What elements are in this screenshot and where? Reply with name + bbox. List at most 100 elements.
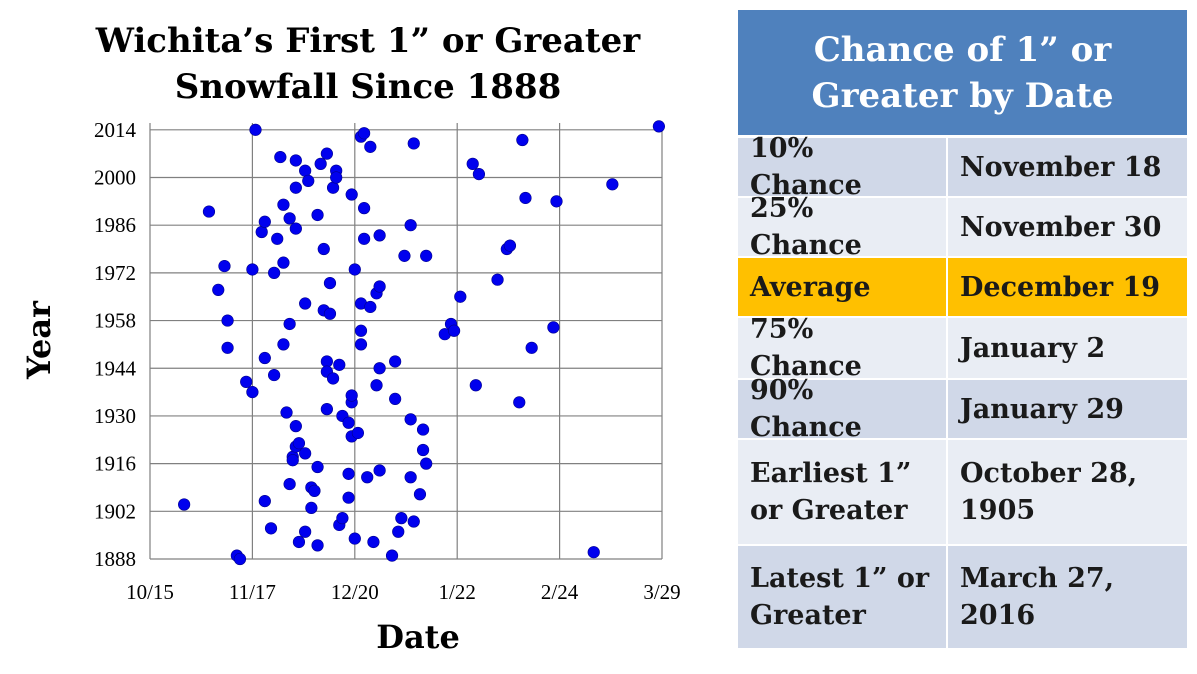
- data-point: [342, 491, 355, 504]
- data-point: [258, 351, 271, 365]
- data-point: [345, 389, 358, 402]
- data-point: [283, 212, 296, 225]
- y-tick-label: 1944: [94, 356, 137, 380]
- data-point: [311, 539, 324, 552]
- x-tick-label: 1/22: [439, 580, 476, 604]
- data-point: [404, 219, 417, 232]
- x-axis-title: Date: [376, 618, 460, 656]
- data-point: [289, 181, 302, 194]
- data-point: [258, 494, 271, 508]
- data-point: [277, 338, 290, 351]
- data-point: [373, 464, 386, 477]
- data-point: [326, 372, 340, 385]
- y-tick-label: 1902: [94, 499, 136, 523]
- data-point: [202, 205, 216, 218]
- data-point: [268, 266, 281, 279]
- data-point: [305, 501, 318, 515]
- data-point: [469, 379, 482, 392]
- data-point: [277, 198, 290, 211]
- data-point: [491, 273, 504, 286]
- data-point: [283, 477, 296, 491]
- y-tick-label: 2000: [94, 166, 136, 190]
- data-point: [308, 484, 321, 497]
- data-point: [373, 362, 386, 375]
- data-point: [519, 191, 532, 205]
- data-point: [221, 341, 234, 354]
- y-axis-title: Year: [20, 300, 58, 380]
- data-point: [447, 324, 461, 337]
- data-point: [395, 512, 408, 525]
- row-label: Average: [738, 258, 948, 316]
- data-point: [516, 133, 529, 147]
- data-point: [416, 423, 430, 436]
- data-point: [317, 242, 330, 256]
- data-point: [258, 215, 271, 228]
- data-point: [274, 150, 287, 164]
- data-point: [361, 471, 374, 484]
- data-point: [271, 232, 284, 245]
- points-layer: [178, 120, 665, 566]
- row-label: 75% Chance: [738, 314, 948, 382]
- data-point: [221, 314, 234, 327]
- data-point: [311, 460, 324, 474]
- data-point: [283, 317, 296, 331]
- data-point: [289, 222, 302, 235]
- data-point: [333, 358, 346, 371]
- y-tick-label: 1972: [94, 261, 136, 285]
- y-tick-label: 1958: [94, 309, 136, 333]
- data-point: [373, 229, 386, 242]
- data-point: [398, 249, 411, 262]
- data-point: [364, 300, 377, 314]
- data-point: [246, 385, 259, 399]
- data-point: [320, 147, 333, 160]
- row-value: January 2: [960, 332, 1106, 364]
- data-point: [354, 338, 368, 351]
- data-point: [358, 127, 371, 140]
- chart-title-line-1: Wichita’s First 1” or Greater: [95, 21, 641, 61]
- data-point: [286, 454, 299, 467]
- data-point: [348, 532, 361, 545]
- data-point: [370, 379, 383, 392]
- y-tick-label: 1888: [94, 547, 136, 571]
- row-value: October 28, 1905: [960, 458, 1138, 526]
- row-value: December 19: [960, 271, 1161, 303]
- row-value: November 18: [960, 151, 1162, 183]
- data-point: [323, 276, 337, 290]
- data-point: [358, 232, 371, 245]
- row-value: January 29: [960, 393, 1124, 425]
- table-header: Chance of 1” or Greater by Date: [738, 10, 1187, 138]
- data-point: [652, 120, 665, 133]
- data-point: [392, 525, 405, 538]
- table-row: 90% Chance January 29: [738, 375, 1187, 443]
- data-point: [240, 375, 253, 388]
- data-point: [606, 178, 619, 191]
- data-point: [587, 546, 600, 559]
- data-point: [212, 283, 225, 297]
- data-point: [385, 549, 399, 562]
- data-point: [330, 171, 343, 184]
- table-row: Latest 1” or Greater March 27, 2016: [738, 546, 1187, 650]
- probability-table: Chance of 1” or Greater by Date 10% Chan…: [738, 10, 1187, 650]
- data-point: [345, 188, 358, 201]
- data-point: [351, 426, 365, 440]
- data-point: [289, 154, 302, 167]
- snowfall-scatter-chart: Wichita’s First 1” or Greater Snowfall S…: [20, 21, 681, 656]
- x-tick-label: 2/24: [541, 580, 579, 604]
- data-point: [466, 157, 479, 170]
- table-row: Earliest 1” or Greater October 28, 1905: [738, 440, 1187, 546]
- table-row: 10% Chance November 18: [738, 133, 1187, 201]
- data-point: [342, 467, 355, 480]
- row-label: 90% Chance: [738, 375, 948, 443]
- data-point: [299, 525, 312, 538]
- data-point: [547, 321, 560, 334]
- grid-layer: [149, 123, 663, 560]
- x-tick-label: 10/15: [126, 580, 174, 604]
- data-point: [178, 498, 191, 511]
- data-point: [420, 249, 433, 262]
- row-value: November 30: [960, 211, 1162, 243]
- y-tick-label: 1916: [94, 452, 136, 476]
- table-row: 75% Chance January 2: [738, 314, 1187, 382]
- y-tick-label: 2014: [94, 118, 137, 142]
- row-label: 25% Chance: [738, 193, 948, 261]
- data-point: [373, 280, 386, 293]
